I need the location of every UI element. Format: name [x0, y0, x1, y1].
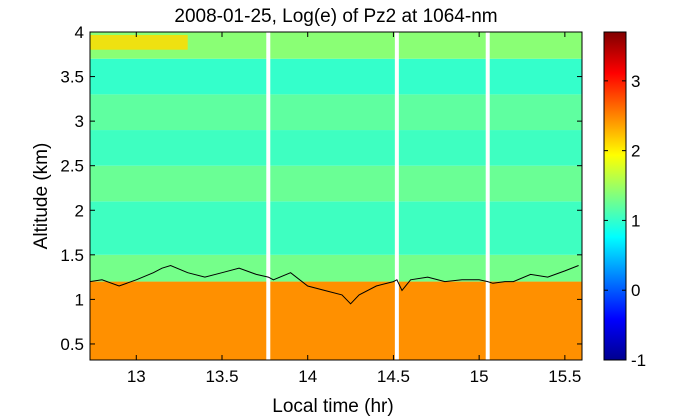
- y-tick-label: 3: [75, 112, 84, 131]
- x-tick-label: 14.5: [377, 367, 410, 386]
- data-gap-0: [266, 32, 271, 360]
- plot-area: 13 13.5 14 14.5 15 15.5 0.5 1 1.5 2 2.5 3 3.5 4: [60, 23, 583, 386]
- layer-2: [90, 201, 582, 255]
- colorbar-tick-label: 0: [631, 281, 640, 300]
- y-tick-label: 3.5: [60, 68, 84, 87]
- y-axis: 0.5 1 1.5 2 2.5 3 3.5 4: [60, 23, 582, 354]
- layer-3: [90, 165, 582, 202]
- data-gap-1: [394, 32, 399, 360]
- y-tick-label: 0.5: [60, 335, 84, 354]
- layer-0: [90, 281, 582, 360]
- y-tick-label: 4: [75, 23, 84, 42]
- chart-title: 2008-01-25, Log(e) of Pz2 at 1064-nm: [174, 6, 497, 27]
- colorbar-tick-label: -1: [631, 351, 646, 370]
- x-tick-label: 13.5: [205, 367, 238, 386]
- plot-frame: [89, 31, 583, 361]
- top-layer-peak: [90, 35, 188, 50]
- y-tick-label: 1.5: [60, 246, 84, 265]
- layer-6: [90, 58, 582, 95]
- y-tick-label: 1: [75, 290, 84, 309]
- y-tick-label: 2: [75, 201, 84, 220]
- colorbar-tick-label: 2: [631, 142, 640, 161]
- boundary-layer-height-line: [89, 264, 579, 305]
- x-axis-label: Local time (hr): [272, 396, 393, 417]
- x-tick-label: 15.5: [548, 367, 581, 386]
- colorbar: -1 0 1 2 3: [603, 31, 646, 370]
- x-tick-label: 13: [127, 367, 146, 386]
- layer-1: [90, 254, 582, 282]
- layer-4: [90, 130, 582, 166]
- colorbar-tick-label: 1: [631, 211, 640, 230]
- colorbar-gradient: [603, 31, 627, 361]
- x-axis: 13 13.5 14 14.5 15 15.5: [127, 32, 581, 386]
- colorbar-tick-label: 3: [631, 72, 640, 91]
- data-gap-2: [485, 32, 490, 360]
- x-tick-label: 14: [298, 367, 317, 386]
- y-tick-label: 2.5: [60, 157, 84, 176]
- y-axis-label: Altitude (km): [31, 143, 52, 250]
- layer-5: [90, 94, 582, 131]
- x-tick-label: 15: [470, 367, 489, 386]
